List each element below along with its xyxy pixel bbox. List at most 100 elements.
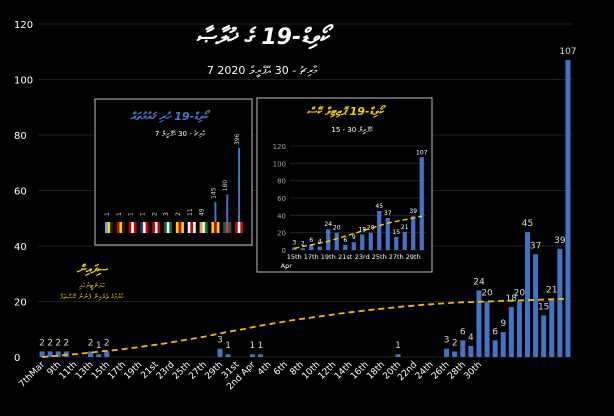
- april-bar: [334, 232, 339, 250]
- main-data-label: 2: [55, 338, 61, 348]
- main-bar: [508, 307, 514, 357]
- main-y-tick-label: 120: [14, 20, 33, 31]
- main-subtitle: 7 މާރިޗު - 30 އޭޕްރީލް 2020: [207, 64, 318, 78]
- main-data-label: 1: [258, 341, 264, 351]
- annotation-title: ސިފައިން: [77, 262, 109, 276]
- main-bar: [395, 354, 401, 357]
- main-y-tick-label: 60: [14, 187, 27, 198]
- main-trendline: [41, 297, 569, 358]
- main-y-tick-label: 20: [14, 298, 27, 309]
- main-data-label: 1: [250, 341, 256, 351]
- main-bar: [104, 351, 110, 357]
- country-data-label: 1: [116, 212, 123, 216]
- april-data-label: 3: [292, 239, 296, 246]
- country-data-label: 145: [210, 187, 217, 199]
- country-flag-icon: [175, 222, 184, 233]
- april-data-label: 24: [324, 221, 332, 228]
- april-x-tick-label: 27th: [389, 253, 404, 261]
- april-x-tick-label: 17th: [304, 253, 319, 261]
- main-bar: [524, 232, 531, 357]
- main-data-label: 3: [444, 336, 450, 346]
- main-data-label: 1: [96, 341, 102, 351]
- main-bar: [257, 354, 264, 357]
- april-data-label: 6: [343, 237, 347, 244]
- main-data-label: 2: [88, 338, 94, 348]
- country-data-label: 1: [104, 212, 111, 216]
- april-data-label: 4: [318, 239, 322, 246]
- main-bar: [549, 298, 555, 357]
- april-x-tick-label: 15th Apr: [281, 253, 302, 270]
- main-bar: [460, 340, 466, 357]
- main-data-label: 18: [506, 294, 518, 304]
- main-bar: [557, 248, 563, 357]
- annotation-line-2: ހުރުމުގެ ތެރެއިން ފެނުނު ކޭސްތައް: [60, 293, 125, 301]
- april-bar: [394, 237, 399, 250]
- april-bar: [309, 244, 314, 250]
- april-x-tick-label: 23rd: [355, 253, 370, 261]
- main-data-label: 39: [554, 236, 566, 246]
- main-data-label: 1: [225, 341, 231, 351]
- april-bar: [385, 217, 390, 250]
- april-y-tick-label: 120: [273, 143, 286, 151]
- countries-inset-subtitle: 7 މާރިޗު - 30 އޭޕްރީލް: [155, 129, 205, 139]
- main-title: ކޯވިޑް-19 ގެ ޚުލާޞާ: [196, 24, 335, 50]
- april-inset-subtitle: 15 - 30 އޭޕްރީލް: [331, 126, 373, 135]
- april-data-label: 2: [301, 240, 305, 247]
- country-flag-icon: [223, 222, 232, 233]
- april-data-label: 6: [309, 237, 313, 244]
- main-y-tick-label: 40: [14, 242, 27, 253]
- country-flag-icon: [104, 222, 113, 233]
- main-data-label: 15: [538, 302, 549, 312]
- country-flag-icon: [211, 222, 220, 233]
- country-flag-icon: [152, 222, 161, 233]
- april-x-tick-label: 25th: [372, 253, 387, 261]
- main-y-tick-label: 100: [14, 76, 33, 87]
- main-bar: [55, 351, 61, 357]
- april-inset-title: ކޯވިޑް-19 ޕޮޒިޓިވް ކޭސް: [307, 105, 386, 118]
- april-trendline: [294, 215, 422, 249]
- april-bar: [343, 244, 348, 250]
- april-data-label: 20: [367, 225, 375, 232]
- april-data-label: 39: [409, 208, 417, 215]
- country-data-label: 3: [163, 212, 170, 216]
- april-bar: [411, 216, 416, 250]
- main-bar: [541, 315, 547, 357]
- april-x-tick-label: 29th: [406, 253, 421, 261]
- main-data-label: 3: [217, 336, 223, 346]
- main-bar: [444, 348, 450, 357]
- main-bar: [47, 351, 53, 357]
- april-y-tick-label: 100: [273, 160, 286, 168]
- main-bar: [516, 301, 522, 357]
- main-data-label: 2: [63, 338, 69, 348]
- april-bar: [317, 246, 322, 250]
- country-data-label: 1: [128, 212, 135, 216]
- countries-inset-frame: [94, 98, 253, 246]
- main-bar: [468, 345, 474, 357]
- april-y-tick-label: 60: [277, 195, 286, 203]
- country-data-label: 2: [175, 212, 182, 216]
- country-data-label: 11: [187, 208, 194, 216]
- april-y-tick-label: 40: [277, 212, 286, 220]
- april-bar: [300, 248, 305, 250]
- main-bar: [565, 60, 571, 357]
- main-bar: [249, 354, 255, 357]
- april-data-label: 45: [375, 203, 383, 210]
- country-bar: [226, 194, 229, 233]
- countries-flag-icons: [104, 222, 244, 233]
- country-data-label: 2: [151, 212, 158, 216]
- main-data-label: 2: [452, 338, 458, 348]
- april-inset: ކޯވިޑް-19 ޕޮޒިޓިވް ކޭސް 15 - 30 އޭޕްރީލް…: [256, 97, 433, 273]
- april-data-label: 18: [358, 226, 366, 233]
- main-data-label: 9: [500, 319, 506, 329]
- april-bar: [368, 232, 373, 250]
- main-data-label: 21: [546, 286, 557, 296]
- main-data-label: 6: [460, 327, 466, 337]
- april-x-tick-label: 19th: [321, 253, 336, 261]
- main-data-label: 1: [395, 341, 401, 351]
- country-data-label: 396: [234, 133, 241, 145]
- main-data-label: 20: [481, 289, 493, 299]
